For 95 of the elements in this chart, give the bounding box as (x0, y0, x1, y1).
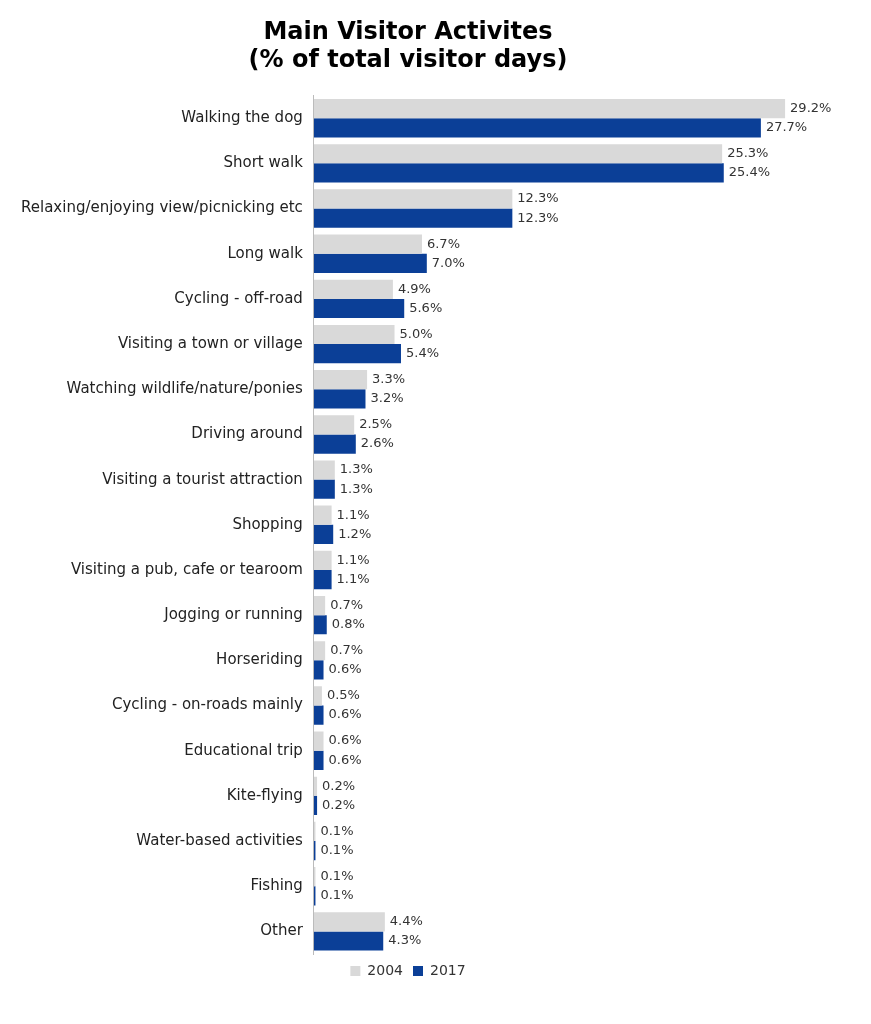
bar (313, 569, 332, 590)
data-label: 5.6% (409, 299, 443, 315)
bar (313, 208, 513, 228)
bar (313, 344, 401, 364)
data-label: 0.1% (320, 822, 354, 838)
data-label: 1.1% (336, 570, 370, 586)
bar (313, 460, 335, 480)
data-label: 1.2% (338, 525, 372, 541)
y-tick-label: Long walk (227, 243, 304, 262)
data-label: 2.5% (359, 416, 393, 432)
y-tick-label: Cycling - off-road (174, 288, 303, 307)
bar (313, 660, 324, 680)
legend-label: 2017 (430, 961, 466, 978)
data-label: 4.9% (397, 280, 431, 296)
bar (313, 370, 368, 390)
chart-title: Main Visitor Activites (263, 16, 553, 45)
legend-label: 2004 (367, 961, 404, 978)
y-tick-label: Water-based activities (136, 830, 304, 849)
bar (313, 279, 393, 299)
y-tick-label: Visiting a pub, cafe or tearoom (70, 559, 303, 578)
data-label: 0.7% (330, 642, 364, 658)
data-label: 1.1% (336, 506, 370, 522)
y-tick-label: Walking the dog (181, 108, 303, 127)
y-tick-label: Visiting a town or village (117, 333, 303, 352)
bar (313, 415, 355, 435)
bar (313, 324, 395, 345)
data-label: 3.3% (372, 371, 406, 387)
y-tick-label: Cycling - on-roads mainly (112, 695, 303, 714)
data-label: 0.6% (328, 732, 362, 748)
y-tick-label: Relaxing/enjoying view/picnicking etc (21, 198, 303, 217)
data-label: 0.1% (320, 842, 354, 858)
bar (313, 524, 334, 544)
y-tick-label: Fishing (250, 876, 303, 895)
data-label: 5.0% (399, 325, 433, 341)
bar (313, 144, 723, 164)
y-tick-label: Kite-flying (226, 785, 303, 804)
bar (313, 705, 324, 725)
data-label: 25.3% (727, 145, 769, 161)
data-label: 0.2% (322, 777, 356, 793)
bar (313, 389, 366, 409)
data-label: 6.7% (426, 235, 460, 251)
bar (313, 505, 332, 525)
y-tick-label: Jogging or running (163, 605, 303, 624)
data-label: 0.5% (326, 687, 360, 703)
bar (313, 641, 326, 661)
y-tick-label: Watching wildlife/nature/ponies (66, 379, 304, 398)
data-label: 0.8% (331, 616, 365, 632)
data-label: 0.1% (320, 868, 354, 884)
y-tick-label: Other (260, 921, 304, 940)
bar (313, 795, 318, 816)
bar (313, 189, 513, 209)
bar (313, 750, 324, 770)
bar (313, 615, 327, 635)
data-label: 0.7% (330, 596, 364, 612)
bar (313, 595, 326, 616)
data-label: 27.7% (765, 119, 808, 135)
data-label: 0.6% (328, 706, 362, 722)
data-label: 12.3% (517, 209, 559, 225)
y-tick-label: Educational trip (184, 740, 303, 759)
bar (313, 298, 405, 319)
data-label: 1.3% (339, 461, 373, 477)
y-tick-label: Shopping (232, 514, 303, 533)
data-label: 2.6% (360, 435, 394, 451)
bar (313, 479, 335, 499)
bar (313, 163, 724, 183)
bar (313, 731, 324, 751)
bar (313, 118, 761, 138)
chart-subtitle: (% of total visitor days) (248, 45, 568, 74)
bar (313, 434, 356, 454)
data-label: 3.2% (370, 390, 404, 406)
y-tick-label: Horseriding (216, 650, 303, 669)
data-label: 5.4% (405, 345, 440, 361)
bar (313, 686, 322, 706)
y-tick-label: Driving around (191, 424, 303, 443)
data-label: 0.6% (328, 661, 362, 677)
y-tick-label: Visiting a tourist attraction (102, 469, 303, 488)
data-label: 29.2% (790, 99, 832, 115)
data-label: 25.4% (728, 164, 771, 180)
data-label: 0.2% (322, 796, 356, 812)
y-tick-label: Short walk (223, 153, 304, 172)
data-label: 0.6% (328, 751, 362, 767)
bar (313, 550, 332, 570)
data-label: 1.1% (336, 551, 370, 567)
bar (313, 931, 384, 951)
bar (313, 98, 786, 119)
bar (313, 912, 385, 932)
bar (313, 776, 318, 796)
data-label: 0.1% (320, 887, 354, 903)
data-label: 7.0% (431, 254, 465, 270)
bar (313, 253, 427, 273)
bar (313, 234, 422, 254)
data-label: 4.4% (389, 913, 423, 929)
data-label: 12.3% (517, 190, 559, 206)
data-label: 1.3% (339, 480, 373, 496)
data-label: 4.3% (388, 932, 422, 948)
